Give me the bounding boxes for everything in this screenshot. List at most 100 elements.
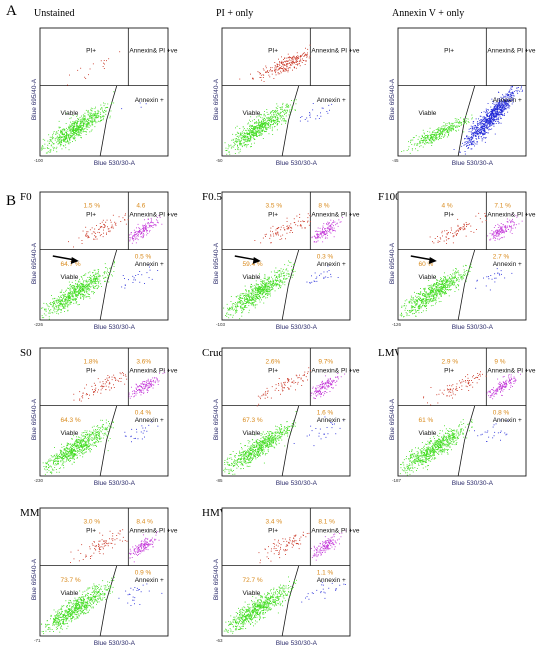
scatter-point <box>253 132 255 134</box>
scatter-point <box>266 290 268 292</box>
scatter-point <box>405 312 407 314</box>
scatter-point <box>243 134 245 136</box>
scatter-point <box>502 114 504 116</box>
scatter-point <box>274 278 276 280</box>
scatter-point <box>471 139 472 141</box>
scatter-point <box>483 131 485 132</box>
scatter-point <box>252 134 254 135</box>
scatter-point <box>81 293 83 295</box>
scatter-point <box>445 132 447 134</box>
scatter-point <box>239 299 241 301</box>
scatter-point <box>82 294 84 296</box>
scatter-point <box>91 120 93 122</box>
scatter-point <box>280 226 282 228</box>
scatter-point <box>87 126 89 128</box>
scatter-point <box>65 303 67 305</box>
scatter-point <box>280 280 282 282</box>
scatter-point <box>486 114 488 116</box>
scatter-point <box>77 128 79 130</box>
scatter-point <box>60 142 62 143</box>
scatter-point <box>62 304 63 306</box>
scatter-point <box>255 292 257 293</box>
scatter-point <box>464 143 466 145</box>
scatter-point <box>140 232 142 234</box>
scatter-point <box>267 70 269 72</box>
scatter-point <box>483 136 485 138</box>
scatter-point <box>77 287 79 289</box>
scatter-point <box>503 110 505 112</box>
scatter-point <box>272 225 274 227</box>
scatter-point <box>459 121 461 123</box>
scatter-point <box>68 136 70 138</box>
scatter-point <box>503 106 505 108</box>
scatter-point <box>88 123 90 124</box>
scatter-point <box>508 107 510 109</box>
scatter-point <box>282 102 284 104</box>
scatter-point <box>327 265 329 267</box>
scatter-point <box>453 149 455 150</box>
scatter-point <box>277 63 278 65</box>
scatter-point <box>284 275 285 276</box>
scatter-point <box>451 124 452 126</box>
scatter-point <box>455 130 457 132</box>
scatter-point <box>94 282 96 284</box>
scatter-point <box>491 113 492 115</box>
scatter-point <box>58 141 60 143</box>
scatter-point <box>95 117 97 119</box>
scatter-point <box>314 281 316 282</box>
scatter-point <box>149 225 151 227</box>
scatter-point <box>267 279 269 281</box>
scatter-point <box>94 238 96 240</box>
scatter-point <box>316 234 318 235</box>
scatter-point <box>94 126 96 128</box>
scatter-point <box>469 128 471 129</box>
scatter-point <box>493 113 494 114</box>
scatter-point <box>79 131 81 133</box>
scatter-point <box>505 99 506 101</box>
scatter-point <box>314 235 315 237</box>
scatter-point <box>122 275 124 276</box>
scatter-point <box>291 274 293 276</box>
scatter-point <box>156 217 158 218</box>
scatter-point <box>427 302 429 304</box>
scatter-point <box>84 128 85 130</box>
scatter-point <box>274 117 276 119</box>
scatter-point <box>71 285 73 287</box>
scatter-point <box>136 227 137 229</box>
scatter-point <box>295 224 297 226</box>
scatter-point <box>511 95 512 97</box>
scatter-point <box>138 235 139 237</box>
scatter-point <box>492 100 494 102</box>
scatter-point <box>92 282 94 284</box>
scatter-point <box>473 132 475 133</box>
scatter-point <box>302 220 304 222</box>
scatter-point <box>282 115 284 117</box>
scatter-point <box>484 133 486 135</box>
scatter-point <box>339 221 341 223</box>
scatter-point <box>79 125 81 127</box>
scatter-point <box>143 236 144 238</box>
scatter-point <box>91 280 92 281</box>
scatter-point <box>73 295 74 297</box>
scatter-point <box>493 116 495 117</box>
scatter-point <box>61 131 62 132</box>
scatter-point <box>68 125 70 127</box>
scatter-point <box>70 293 72 295</box>
scatter-point <box>477 123 478 125</box>
scatter-point <box>83 290 84 292</box>
scatter-point <box>51 306 53 308</box>
scatter-point <box>55 137 57 139</box>
scatter-point <box>316 238 318 240</box>
scatter-point <box>487 123 489 125</box>
scatter-point <box>267 127 269 129</box>
scatter-point <box>245 295 246 297</box>
scatter-point <box>312 103 314 104</box>
scatter-point <box>270 234 272 236</box>
scatter-point <box>313 241 315 243</box>
scatter-point <box>508 106 510 108</box>
scatter-point <box>305 60 306 62</box>
scatter-point <box>283 227 285 229</box>
scatter-point <box>44 309 46 311</box>
scatter-point <box>252 304 254 306</box>
